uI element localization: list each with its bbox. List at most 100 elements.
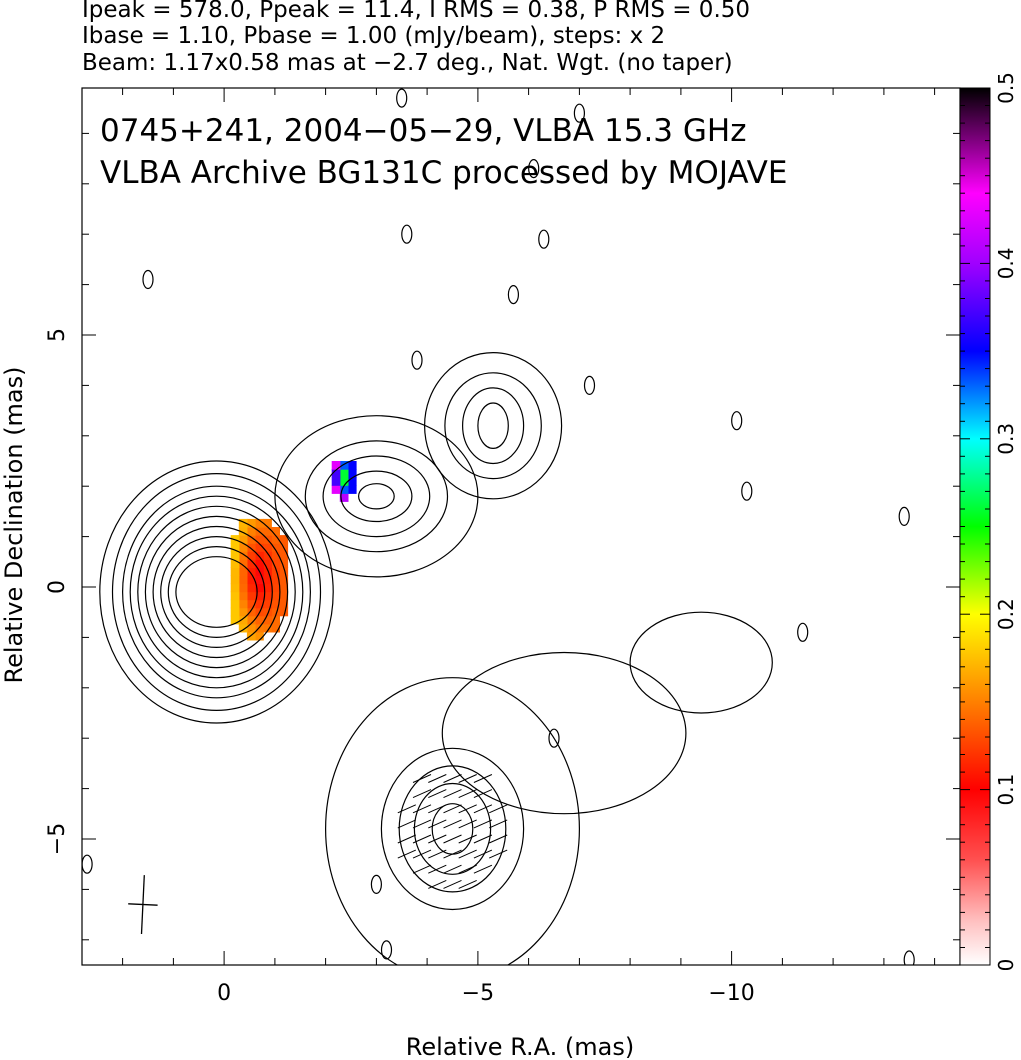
- evpa-vector: [458, 879, 477, 889]
- pol-pixel: [263, 527, 272, 536]
- contour-level: [424, 352, 563, 500]
- knot2-contours: [424, 352, 563, 500]
- pol-pixel: [271, 567, 280, 576]
- header-line-3: Beam: 1.17x0.58 mas at −2.7 deg., Nat. W…: [82, 50, 733, 76]
- pol-pixel: [255, 551, 264, 560]
- evpa-vector: [473, 819, 493, 829]
- pol-pixel: [230, 583, 240, 593]
- noise-contour: [731, 411, 743, 431]
- contour-level: [129, 495, 304, 689]
- evpa-vector: [397, 834, 417, 844]
- pol-pixel: [331, 469, 341, 478]
- noise-contour: [797, 622, 809, 642]
- pol-pixel: [246, 599, 256, 609]
- pol-pixel: [271, 623, 280, 633]
- pol-pixel: [263, 567, 272, 576]
- header-line-1: Ipeak = 578.0, Ppeak = 11.4, I RMS = 0.3…: [82, 0, 751, 23]
- contour-level: [358, 483, 395, 510]
- noise-contour: [411, 350, 423, 370]
- pol-pixel: [271, 551, 280, 560]
- evpa-vector: [473, 789, 493, 799]
- colorbar-tick-label: 0.3: [994, 423, 1018, 455]
- evpa-vector: [473, 804, 493, 814]
- pol-pixel: [263, 575, 272, 585]
- pol-pixel: [255, 518, 264, 528]
- pol-pixel: [230, 615, 240, 625]
- pol-pixel: [263, 623, 272, 633]
- pol-pixel: [246, 543, 256, 552]
- pol-pixel: [263, 615, 272, 625]
- x-axis-label: Relative R.A. (mas): [406, 1033, 634, 1060]
- pol-pixel: [347, 485, 357, 494]
- evpa-vector: [412, 774, 432, 783]
- pol-pixel: [238, 607, 248, 617]
- evpa-vector: [428, 849, 447, 859]
- evpa-vector: [488, 849, 508, 859]
- pol-pixel: [246, 567, 256, 576]
- pol-pixel: [230, 543, 240, 552]
- pol-pixel: [238, 583, 248, 593]
- y-tick-label: −5: [45, 823, 70, 855]
- pol-pixel: [238, 551, 248, 560]
- pol-pixel: [271, 559, 280, 568]
- evpa-vector: [428, 774, 447, 783]
- evpa-vector: [412, 834, 432, 844]
- colorbar-tick-label: 0: [994, 959, 1018, 972]
- pol-pixel: [263, 559, 272, 568]
- pol-pixel: [246, 527, 256, 536]
- pol-pixel: [279, 583, 289, 593]
- pol-pixel: [230, 607, 240, 617]
- evpa-vector: [397, 804, 417, 814]
- pol-pixel: [255, 543, 264, 552]
- pol-pixel: [255, 599, 264, 609]
- contour-level: [444, 372, 542, 480]
- contour-level: [121, 485, 312, 699]
- contour-level: [322, 455, 431, 538]
- pol-pixel: [339, 461, 349, 470]
- evpa-vector: [443, 879, 462, 889]
- evpa-vector: [443, 789, 462, 799]
- contour-level: [160, 535, 273, 648]
- pol-pixel: [279, 535, 289, 544]
- colorbar-tick-label: 0.1: [994, 774, 1018, 806]
- pol-pixel: [238, 599, 248, 609]
- polarization-layer: [230, 461, 357, 641]
- pol-pixel: [238, 623, 248, 633]
- contour-level: [413, 782, 492, 875]
- pol-pixel: [271, 583, 280, 593]
- evpa-vector: [443, 849, 462, 859]
- colorbar-tick-label: 0.5: [994, 72, 1018, 104]
- knot1-contours: [274, 415, 479, 578]
- pol-pixel: [271, 543, 280, 552]
- evpa-vector: [473, 774, 493, 783]
- contour-level: [340, 470, 413, 523]
- pol-pixel: [271, 607, 280, 617]
- south-knot-contours: [325, 677, 580, 965]
- contour-level: [477, 402, 509, 450]
- evpa-vector: [473, 849, 493, 859]
- contour-level: [441, 651, 687, 815]
- evpa-vector: [458, 774, 477, 783]
- evpa-vector: [473, 864, 493, 874]
- pol-pixel: [279, 559, 289, 568]
- evpa-vector: [412, 864, 432, 874]
- y-axis-label: Relative Declination (mas): [0, 366, 28, 683]
- core-polarization: [230, 518, 289, 641]
- contour-level: [167, 545, 266, 638]
- pol-pixel: [279, 551, 289, 560]
- y-tick-label: 5: [45, 328, 70, 342]
- pol-pixel: [238, 591, 248, 601]
- pol-pixel: [331, 461, 341, 470]
- contour-layer: [82, 88, 915, 965]
- pol-pixel: [339, 469, 349, 478]
- evpa-vector: [488, 819, 508, 829]
- pol-pixel: [246, 615, 256, 625]
- contour-level: [144, 515, 289, 669]
- colorbar-ticks: 0 0.1 0.2 0.3 0.4 0.5: [960, 72, 1018, 971]
- pol-pixel: [230, 591, 240, 601]
- south-extension-contours: [441, 651, 687, 815]
- evpa-vector: [443, 834, 462, 844]
- pol-pixel: [246, 623, 256, 633]
- y-tick-label: 0: [45, 580, 70, 594]
- contour-level: [137, 505, 296, 679]
